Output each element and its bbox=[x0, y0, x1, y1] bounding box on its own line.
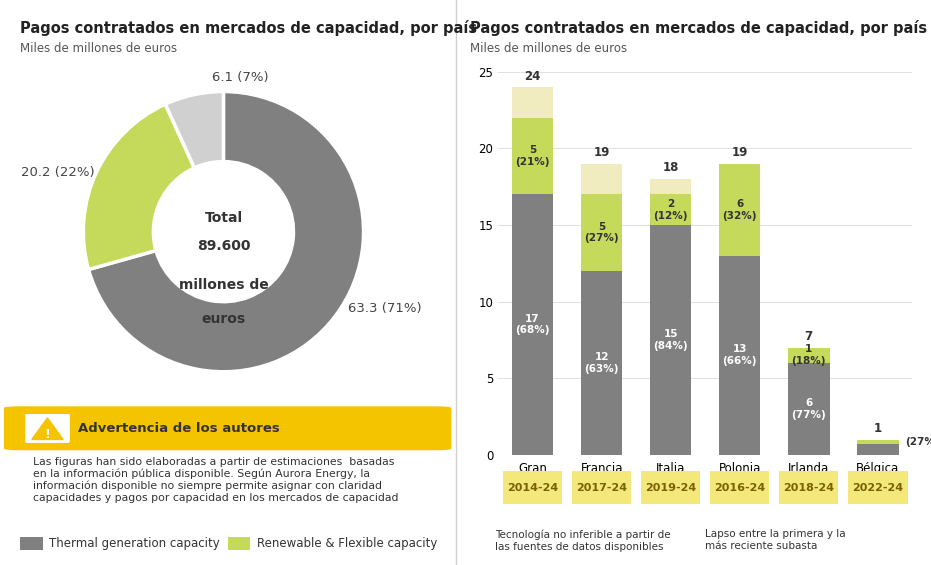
Text: 1: 1 bbox=[874, 422, 882, 435]
Bar bbox=[650, 194, 692, 225]
Wedge shape bbox=[83, 104, 195, 270]
Text: Pagos contratados en mercados de capacidad, por país: Pagos contratados en mercados de capacid… bbox=[20, 20, 478, 36]
Text: Miles de millones de euros: Miles de millones de euros bbox=[20, 42, 178, 55]
Text: 19: 19 bbox=[732, 146, 748, 159]
Text: 2018-24: 2018-24 bbox=[783, 483, 834, 493]
Bar bbox=[857, 440, 898, 455]
Text: 6.1 (7%): 6.1 (7%) bbox=[212, 71, 268, 84]
Text: !: ! bbox=[45, 428, 50, 441]
Wedge shape bbox=[166, 92, 223, 168]
Text: Renewable & Flexible capacity: Renewable & Flexible capacity bbox=[257, 537, 437, 550]
Text: Thermal generation capacity: Thermal generation capacity bbox=[49, 537, 221, 550]
Text: 2019-24: 2019-24 bbox=[645, 483, 696, 493]
Text: 15
(84%): 15 (84%) bbox=[654, 329, 688, 351]
FancyBboxPatch shape bbox=[707, 470, 773, 505]
Text: 2016-24: 2016-24 bbox=[714, 483, 765, 493]
FancyBboxPatch shape bbox=[4, 406, 452, 450]
Bar bbox=[228, 537, 250, 550]
Text: 12
(63%): 12 (63%) bbox=[585, 352, 619, 373]
Text: Las figuras han sido elaboradas a partir de estimaciones  basadas
en la informac: Las figuras han sido elaboradas a partir… bbox=[33, 457, 398, 503]
Wedge shape bbox=[88, 92, 364, 372]
Bar bbox=[20, 537, 43, 550]
Text: 63.3 (71%): 63.3 (71%) bbox=[348, 302, 422, 315]
Text: Advertencia de los autores: Advertencia de los autores bbox=[78, 421, 280, 435]
Bar bbox=[512, 118, 553, 194]
Text: euros: euros bbox=[201, 311, 246, 325]
Text: 17
(68%): 17 (68%) bbox=[516, 314, 550, 336]
Text: 13
(66%): 13 (66%) bbox=[722, 345, 757, 366]
FancyBboxPatch shape bbox=[25, 414, 70, 443]
Text: 5
(21%): 5 (21%) bbox=[516, 145, 550, 167]
Bar bbox=[719, 164, 761, 255]
Bar bbox=[719, 164, 761, 455]
Text: Tecnología no inferible a partir de
las fuentes de datos disponibles: Tecnología no inferible a partir de las … bbox=[495, 529, 671, 551]
Text: (27%): (27%) bbox=[906, 437, 931, 446]
Text: Total: Total bbox=[205, 211, 242, 225]
Bar bbox=[650, 225, 692, 455]
Bar bbox=[788, 347, 830, 455]
Text: 2014-24: 2014-24 bbox=[507, 483, 559, 493]
Text: 19: 19 bbox=[593, 146, 610, 159]
FancyBboxPatch shape bbox=[499, 470, 566, 505]
FancyBboxPatch shape bbox=[776, 470, 842, 505]
Bar bbox=[788, 363, 830, 455]
Text: 1
(18%): 1 (18%) bbox=[791, 345, 826, 366]
Text: millones de: millones de bbox=[179, 278, 268, 292]
Text: 20.2 (22%): 20.2 (22%) bbox=[21, 166, 95, 179]
Text: 6
(32%): 6 (32%) bbox=[722, 199, 757, 220]
FancyBboxPatch shape bbox=[569, 470, 635, 505]
Bar bbox=[512, 194, 553, 455]
Bar bbox=[788, 347, 830, 363]
Text: 18: 18 bbox=[663, 162, 679, 175]
FancyBboxPatch shape bbox=[638, 470, 704, 505]
Bar bbox=[581, 194, 622, 271]
Text: 5
(27%): 5 (27%) bbox=[585, 222, 619, 244]
Bar bbox=[719, 255, 761, 455]
Text: 2017-24: 2017-24 bbox=[576, 483, 627, 493]
Text: 2
(12%): 2 (12%) bbox=[654, 199, 688, 220]
Text: Lapso entre la primera y la
más reciente subasta: Lapso entre la primera y la más reciente… bbox=[705, 529, 845, 551]
Text: 7: 7 bbox=[804, 330, 813, 343]
Text: 2022-24: 2022-24 bbox=[852, 483, 903, 493]
Polygon shape bbox=[32, 418, 63, 440]
Text: Miles de millones de euros: Miles de millones de euros bbox=[470, 42, 627, 55]
Bar bbox=[581, 164, 622, 455]
Text: 24: 24 bbox=[524, 69, 541, 82]
Bar bbox=[581, 271, 622, 455]
Bar bbox=[650, 179, 692, 455]
Text: 6
(77%): 6 (77%) bbox=[791, 398, 826, 420]
Text: 89.600: 89.600 bbox=[196, 238, 250, 253]
Bar bbox=[857, 440, 898, 444]
Bar bbox=[512, 87, 553, 455]
Text: Pagos contratados en mercados de capacidad, por país: Pagos contratados en mercados de capacid… bbox=[470, 20, 927, 36]
Bar bbox=[857, 444, 898, 455]
FancyBboxPatch shape bbox=[844, 470, 911, 505]
